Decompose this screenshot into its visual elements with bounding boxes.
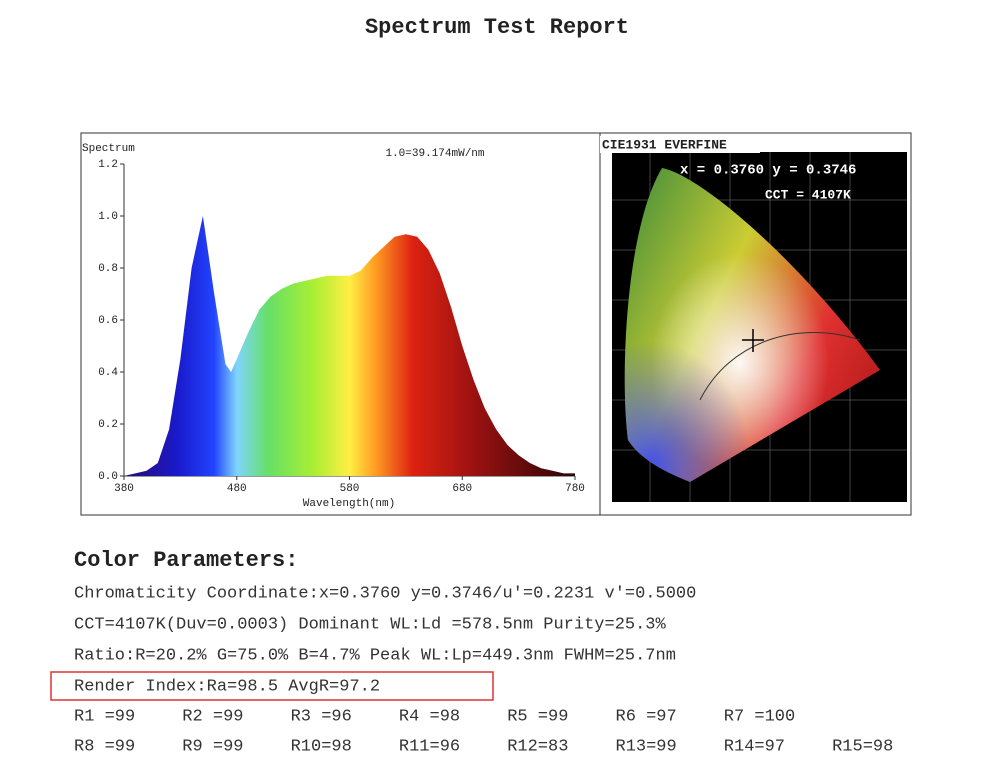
y-tick-label: 0.6 xyxy=(98,315,118,327)
r-values: R1 =99 R2 =99 R3 =96 R4 =98 R5 =99 R6 =97 R7 =… xyxy=(74,707,893,756)
section-heading: Color Parameters: xyxy=(74,548,298,573)
cie-blue-region xyxy=(624,168,880,482)
cie-diagram: CIE1931 EVERFINE x = 0.3760 y = 0.3746 C… xyxy=(600,136,907,502)
r-value: R5 =99 xyxy=(507,707,568,726)
r-value: R12=83 xyxy=(507,737,568,756)
x-tick-label: 580 xyxy=(340,483,360,495)
spectrum-area xyxy=(124,216,575,476)
x-tick-label: 480 xyxy=(227,483,247,495)
r-value: R4 =98 xyxy=(399,707,460,726)
annotation: 1.0=39.174mW/nm xyxy=(385,148,484,160)
y-tick-label: 0.4 xyxy=(98,367,118,379)
r-value: R2 =99 xyxy=(182,707,243,726)
param-line: CCT=4107K(Duv=0.0003) Dominant WL:Ld =57… xyxy=(74,615,666,634)
figure-frame xyxy=(80,132,912,516)
r-value: R11=96 xyxy=(399,737,460,756)
r-value: R6 =97 xyxy=(616,707,677,726)
param-line: Render Index:Ra=98.5 AvgR=97.2 xyxy=(74,677,380,696)
y-tick-label: 1.0 xyxy=(98,211,118,223)
cie-cct: CCT = 4107K xyxy=(765,187,851,202)
r-value: R10=98 xyxy=(291,737,352,756)
cie-coordinates: x = 0.3760 y = 0.3746 xyxy=(680,163,856,179)
x-tick-label: 780 xyxy=(565,483,585,495)
y-tick-label: 1.2 xyxy=(98,159,118,171)
x-tick-label: 380 xyxy=(114,483,134,495)
r-value: R15=98 xyxy=(832,737,893,756)
y-tick-label: 0.0 xyxy=(98,471,118,483)
x-axis-label: Wavelength(nm) xyxy=(303,498,395,510)
highlight-box xyxy=(50,671,494,701)
report-title: Spectrum Test Report xyxy=(365,15,629,40)
r-value: R8 =99 xyxy=(74,737,135,756)
r-value: R3 =96 xyxy=(291,707,352,726)
y-tick-label: 0.8 xyxy=(98,263,118,275)
spectrum-chart: Spectrum 1.0=39.174mW/nm Wavelength(nm) … xyxy=(82,143,585,510)
x-tick-label: 680 xyxy=(452,483,472,495)
cie-title: CIE1931 EVERFINE xyxy=(602,137,727,152)
y-tick-label: 0.2 xyxy=(98,419,118,431)
r-value: R14=97 xyxy=(724,737,785,756)
r-value: R9 =99 xyxy=(182,737,243,756)
r-value: R13=99 xyxy=(616,737,677,756)
cie-crosshair xyxy=(742,329,764,352)
cie-title-bg xyxy=(600,136,760,153)
param-line: Ratio:R=20.2% G=75.0% B=4.7% Peak WL:Lp=… xyxy=(74,646,676,665)
r-value: R1 =99 xyxy=(74,707,135,726)
param-line: Chromaticity Coordinate:x=0.3760 y=0.374… xyxy=(74,584,696,603)
r-value: R7 =100 xyxy=(724,707,795,726)
planckian-locus xyxy=(699,332,861,401)
chart-title: Spectrum xyxy=(82,143,135,155)
